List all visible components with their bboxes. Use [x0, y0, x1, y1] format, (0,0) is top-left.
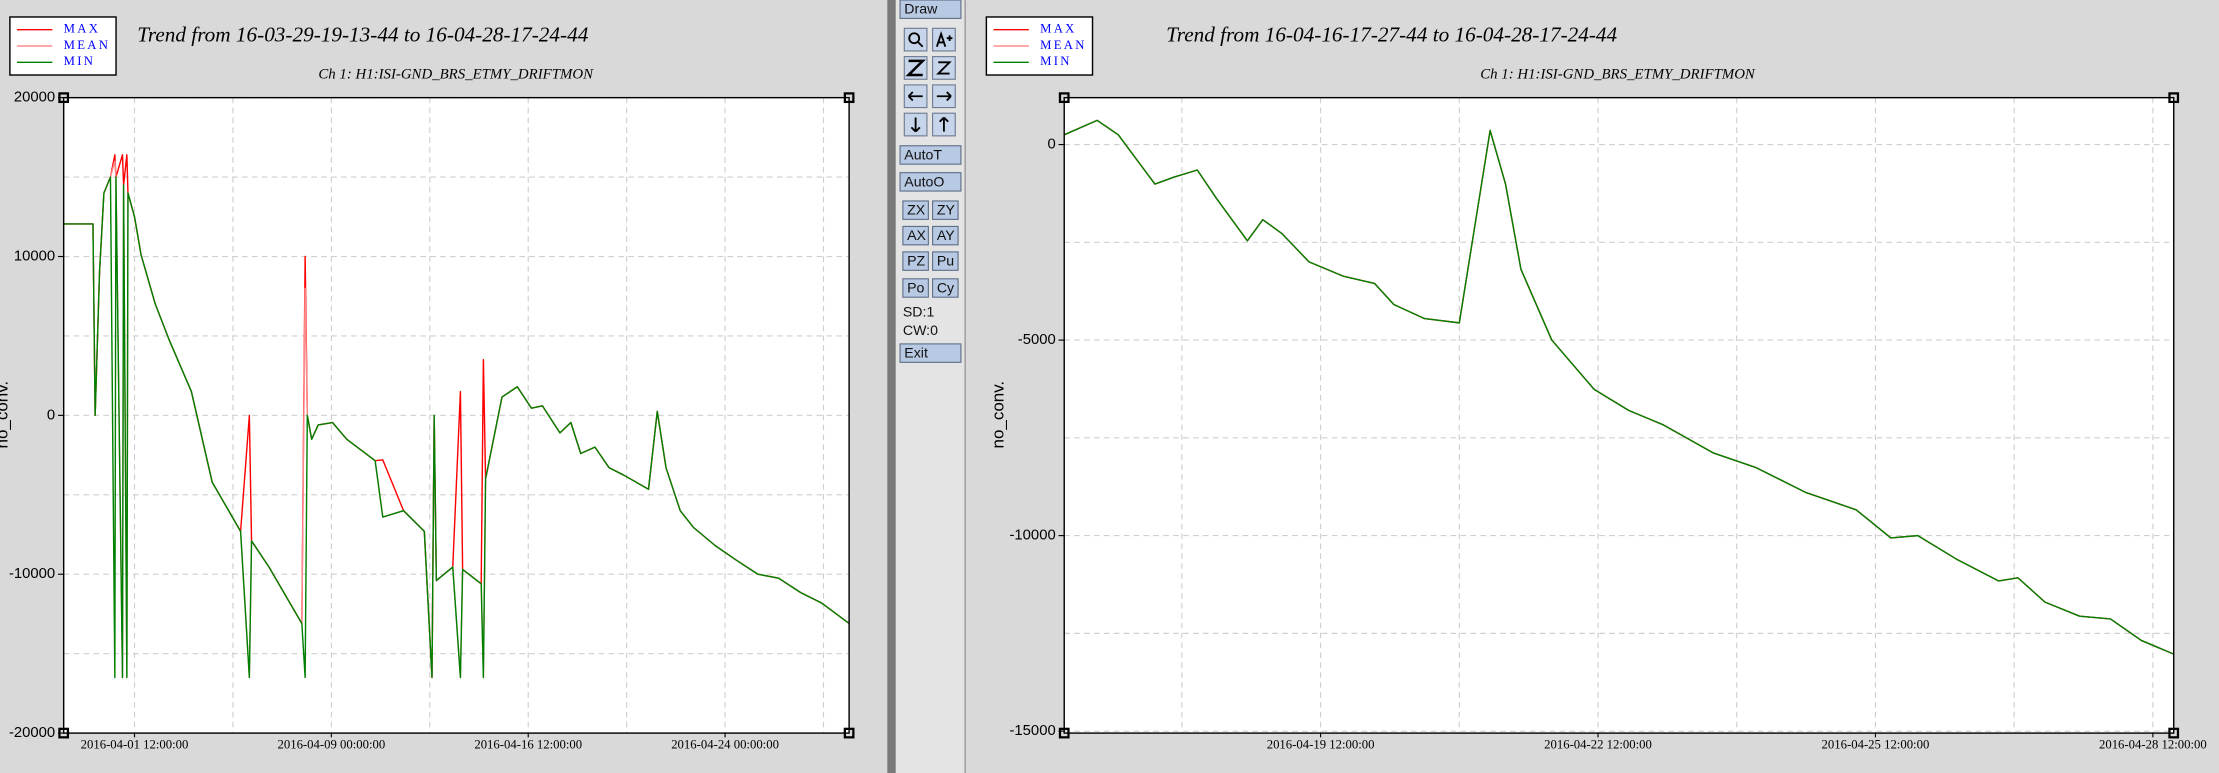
tool-button-face[interactable]: [932, 251, 959, 271]
corner-handle[interactable]: [1058, 727, 1070, 739]
chart-title: Trend from 16-03-29-19-13-44 to 16-04-28…: [137, 23, 588, 47]
legend-label: MIN: [1040, 54, 1072, 68]
tool-button[interactable]: ZY: [932, 200, 959, 220]
y-tick-label: -5000: [1018, 332, 1056, 348]
y-axis-label: no_conv.: [989, 381, 1008, 449]
x-tick-label: 2016-04-09 00:00:00: [277, 738, 385, 752]
tool-button[interactable]: PZ: [902, 251, 929, 271]
tool-button-face[interactable]: [902, 200, 929, 220]
tool-button-label[interactable]: Pu: [937, 253, 954, 269]
tool-button[interactable]: ZX: [902, 200, 929, 220]
tool-button-label[interactable]: ZX: [907, 202, 926, 218]
zoom-out-icon[interactable]: [932, 56, 956, 80]
y-tick-label: -10000: [1009, 528, 1055, 544]
tool-button-label[interactable]: AY: [937, 227, 955, 243]
tool-button-label[interactable]: AX: [907, 227, 926, 243]
tool-button-face[interactable]: [932, 278, 959, 298]
plot-area: [1064, 97, 2174, 734]
splitter[interactable]: [887, 0, 896, 773]
series-line: [1063, 119, 2174, 655]
corner-handle[interactable]: [2168, 92, 2180, 104]
y-axis-label: no_conv.: [0, 381, 11, 449]
tool-button-label[interactable]: AutoO: [904, 173, 944, 189]
tool-button-label[interactable]: Cy: [937, 279, 955, 295]
zoom-icon[interactable]: [903, 27, 928, 52]
exit-button-face[interactable]: [899, 343, 962, 363]
tool-button-label[interactable]: Po: [907, 279, 924, 295]
legend-label: MIN: [64, 54, 96, 68]
tool-button[interactable]: AY: [932, 225, 959, 246]
y-tick-label: -20000: [9, 725, 55, 741]
y-tick-label: 0: [47, 407, 55, 423]
x-tick-label: 2016-04-28 12:00:00: [2099, 738, 2207, 752]
y-tick-label: 10000: [14, 248, 55, 264]
draw-button[interactable]: Draw: [899, 0, 962, 19]
exit-button-label[interactable]: Exit: [904, 345, 928, 361]
status-text: CW:0: [903, 322, 938, 338]
exit-button[interactable]: Exit: [899, 343, 962, 363]
tool-button-label[interactable]: ZY: [937, 202, 956, 218]
down-icon[interactable]: [903, 112, 928, 137]
tool-button-face[interactable]: [932, 225, 959, 246]
tool-button[interactable]: Po: [902, 278, 929, 298]
corner-handle[interactable]: [2168, 727, 2180, 739]
plot-border: [62, 96, 850, 734]
tool-button-label[interactable]: AutoT: [904, 146, 942, 162]
tool-button-face[interactable]: [899, 172, 962, 192]
left-icon[interactable]: [903, 84, 928, 109]
tool-button-face[interactable]: [902, 251, 929, 271]
x-tick-label: 2016-04-01 12:00:00: [81, 738, 189, 752]
series-line: [63, 176, 850, 679]
y-tick-label: 0: [1047, 136, 1055, 152]
tool-button-face[interactable]: [902, 225, 929, 246]
y-tick-label: -15000: [1009, 723, 1055, 739]
legend-label: MAX: [1040, 22, 1076, 36]
auto-scale-icon[interactable]: [932, 27, 956, 52]
corner-handle[interactable]: [1058, 92, 1070, 104]
right-icon[interactable]: [932, 84, 956, 109]
legend-label: MAX: [64, 22, 100, 36]
chart-subtitle: Ch 1: H1:ISI-GND_BRS_ETMY_DRIFTMON: [318, 66, 594, 82]
draw-button-face[interactable]: [899, 0, 962, 19]
corner-handle[interactable]: [58, 727, 70, 739]
tool-button[interactable]: AX: [902, 225, 929, 246]
legend-label: MEAN: [1040, 38, 1087, 52]
tool-button-face[interactable]: [899, 145, 962, 165]
y-tick-label: 20000: [14, 90, 55, 106]
tool-button-label[interactable]: PZ: [907, 253, 925, 269]
x-tick-label: 2016-04-19 12:00:00: [1267, 738, 1375, 752]
chart-title: Trend from 16-04-16-17-27-44 to 16-04-28…: [1166, 23, 1617, 47]
tool-button[interactable]: Pu: [932, 251, 959, 271]
corner-handle[interactable]: [843, 92, 855, 104]
y-tick-label: -10000: [9, 566, 55, 582]
chart-subtitle: Ch 1: H1:ISI-GND_BRS_ETMY_DRIFTMON: [1480, 66, 1756, 82]
legend-label: MEAN: [64, 38, 111, 52]
draw-button-label[interactable]: Draw: [904, 1, 938, 17]
icon-buttons: [903, 27, 956, 137]
plot-border: [1063, 96, 2175, 734]
corner-handle[interactable]: [58, 92, 70, 104]
tool-button[interactable]: AutoO: [899, 172, 962, 192]
x-tick-label: 2016-04-22 12:00:00: [1544, 738, 1652, 752]
corner-handle[interactable]: [843, 727, 855, 739]
x-tick-label: 2016-04-24 00:00:00: [671, 738, 779, 752]
tool-button-face[interactable]: [932, 200, 959, 220]
zoom-in-icon[interactable]: [903, 56, 928, 80]
tool-button-face[interactable]: [902, 278, 929, 298]
tool-button[interactable]: AutoT: [899, 145, 962, 165]
status-text: SD:1: [903, 304, 935, 320]
x-tick-label: 2016-04-16 12:00:00: [474, 738, 582, 752]
tool-button[interactable]: Cy: [932, 278, 959, 298]
up-icon[interactable]: [932, 112, 956, 137]
x-tick-label: 2016-04-25 12:00:00: [1822, 738, 1930, 752]
